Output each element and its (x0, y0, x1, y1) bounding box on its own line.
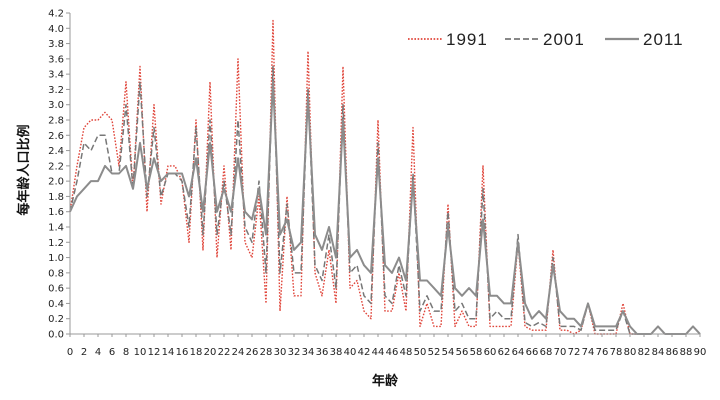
x-tick-label: 36 (316, 347, 329, 358)
x-tick-label: 18 (190, 347, 203, 358)
x-tick-label: 34 (302, 347, 315, 358)
x-tick-label: 86 (666, 347, 679, 358)
x-tick-label: 46 (386, 347, 399, 358)
y-tick-label: 4.0 (48, 24, 64, 35)
y-axis-title: 每年龄人口比例 (16, 124, 32, 215)
series-line-2001 (69, 65, 701, 335)
x-tick-label: 84 (652, 347, 665, 358)
x-axis-ticks: 0 2 4 6 8 10 12 14 16 18 20 22 24 26 28 30 32 34 36 38 40 42 4… (67, 334, 707, 358)
x-tick-label: 32 (288, 347, 301, 358)
legend: 1991 2001 2011 (408, 30, 684, 49)
y-tick-label: 1.2 (48, 238, 64, 249)
y-tick-label: 3.8 (48, 39, 64, 50)
x-tick-label: 14 (162, 347, 175, 358)
x-tick-label: 68 (540, 347, 553, 358)
legend-label-2001: 2001 (543, 30, 585, 49)
y-tick-label: 3.2 (48, 85, 64, 96)
x-tick-label: 40 (344, 347, 357, 358)
x-tick-label: 52 (428, 347, 441, 358)
y-tick-label: 0.6 (48, 284, 64, 295)
y-tick-label: 3.6 (48, 54, 64, 65)
x-tick-label: 38 (330, 347, 343, 358)
x-tick-label: 26 (246, 347, 259, 358)
x-tick-label: 76 (596, 347, 609, 358)
series-lines (69, 19, 701, 335)
y-tick-label: 0.2 (48, 314, 64, 325)
y-tick-label: 3.4 (48, 70, 64, 81)
x-tick-label: 78 (610, 347, 623, 358)
x-tick-label: 60 (484, 347, 497, 358)
y-tick-label: 1.0 (48, 253, 64, 264)
x-tick-label: 20 (204, 347, 217, 358)
x-tick-label: 82 (638, 347, 651, 358)
x-tick-label: 22 (218, 347, 231, 358)
x-tick-label: 50 (414, 347, 427, 358)
x-tick-label: 8 (123, 347, 129, 358)
x-axis-title: 年龄 (372, 373, 399, 389)
x-tick-label: 66 (526, 347, 539, 358)
series-line-2011 (69, 80, 701, 335)
y-tick-label: 2.8 (48, 116, 64, 127)
y-tick-label: 2.6 (48, 131, 64, 142)
y-tick-label: 2.4 (48, 146, 64, 157)
y-tick-label: 0.0 (48, 330, 64, 341)
y-tick-label: 2.0 (48, 177, 64, 188)
x-tick-label: 74 (582, 347, 595, 358)
y-tick-label: 3.0 (48, 100, 64, 111)
x-tick-label: 6 (109, 347, 115, 358)
x-tick-label: 88 (680, 347, 693, 358)
x-tick-label: 62 (498, 347, 511, 358)
x-tick-label: 0 (67, 347, 73, 358)
x-tick-label: 56 (456, 347, 469, 358)
x-tick-label: 80 (624, 347, 637, 358)
y-tick-label: 1.8 (48, 192, 64, 203)
x-tick-label: 28 (260, 347, 273, 358)
x-tick-label: 72 (568, 347, 581, 358)
legend-label-1991: 1991 (446, 30, 488, 49)
x-tick-label: 16 (176, 347, 189, 358)
x-tick-label: 42 (358, 347, 371, 358)
x-tick-label: 2 (81, 347, 87, 358)
x-tick-label: 12 (148, 347, 161, 358)
x-tick-label: 30 (274, 347, 287, 358)
y-tick-label: 1.4 (48, 223, 64, 234)
y-tick-label: 4.2 (48, 9, 64, 20)
x-tick-label: 70 (554, 347, 567, 358)
y-tick-label: 0.4 (48, 299, 64, 310)
x-tick-label: 10 (134, 347, 147, 358)
y-tick-label: 2.2 (48, 161, 64, 172)
y-tick-label: 0.8 (48, 268, 64, 279)
x-tick-label: 4 (95, 347, 101, 358)
x-tick-label: 90 (694, 347, 707, 358)
legend-label-2011: 2011 (643, 30, 684, 49)
x-tick-label: 64 (512, 347, 525, 358)
x-tick-label: 44 (372, 347, 385, 358)
x-tick-label: 48 (400, 347, 413, 358)
x-tick-label: 54 (442, 347, 455, 358)
y-axis-ticks: 0.0 0.2 0.4 0.6 0.8 1.0 1.2 1.4 1.6 1.8 2.0 2.2 2.4 2… (48, 9, 70, 341)
x-tick-label: 24 (232, 347, 245, 358)
y-tick-label: 1.6 (48, 207, 64, 218)
x-tick-label: 58 (470, 347, 483, 358)
